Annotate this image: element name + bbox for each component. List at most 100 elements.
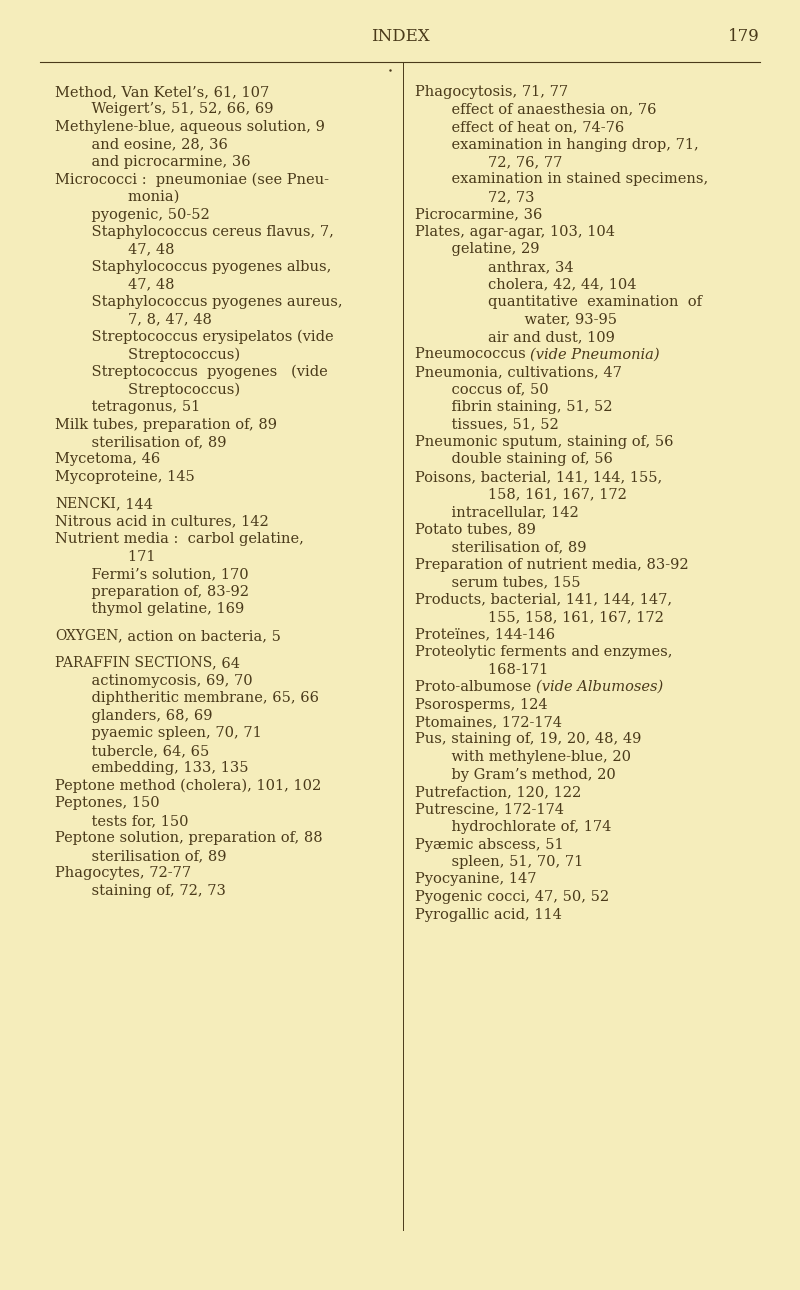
Text: Phagocytes, 72-77: Phagocytes, 72-77 (55, 867, 191, 880)
Text: monia): monia) (91, 190, 179, 204)
Text: anthrax, 34: anthrax, 34 (451, 261, 574, 273)
Text: 72, 73: 72, 73 (451, 190, 534, 204)
Text: Proteïnes, 144-146: Proteïnes, 144-146 (415, 627, 555, 641)
Text: embedding, 133, 135: embedding, 133, 135 (73, 761, 249, 775)
Text: Streptococcus erysipelatos (vide: Streptococcus erysipelatos (vide (73, 330, 334, 344)
Text: tests for, 150: tests for, 150 (73, 814, 189, 828)
Text: spleen, 51, 70, 71: spleen, 51, 70, 71 (433, 855, 583, 869)
Text: Fermi’s solution, 170: Fermi’s solution, 170 (73, 568, 249, 580)
Text: sterilisation of, 89: sterilisation of, 89 (73, 435, 226, 449)
Text: Potato tubes, 89: Potato tubes, 89 (415, 522, 536, 537)
Text: Plates, agar-agar, 103, 104: Plates, agar-agar, 103, 104 (415, 224, 615, 239)
Text: Pneumonia, cultivations, 47: Pneumonia, cultivations, 47 (415, 365, 622, 379)
Text: Pneumococcus: Pneumococcus (415, 347, 530, 361)
Text: Nitrous acid in cultures, 142: Nitrous acid in cultures, 142 (55, 515, 269, 529)
Text: intracellular, 142: intracellular, 142 (433, 504, 578, 519)
Text: Staphylococcus pyogenes aureus,: Staphylococcus pyogenes aureus, (73, 295, 342, 310)
Text: tetragonus, 51: tetragonus, 51 (73, 400, 200, 414)
Text: Preparation of nutrient media, 83-92: Preparation of nutrient media, 83-92 (415, 557, 689, 571)
Text: serum tubes, 155: serum tubes, 155 (433, 575, 581, 590)
Text: OXYGEN: OXYGEN (55, 630, 118, 644)
Text: and picrocarmine, 36: and picrocarmine, 36 (73, 155, 250, 169)
Text: pyogenic, 50-52: pyogenic, 50-52 (73, 208, 210, 222)
Text: preparation of, 83-92: preparation of, 83-92 (73, 584, 249, 599)
Text: coccus of, 50: coccus of, 50 (433, 383, 549, 396)
Text: 72, 76, 77: 72, 76, 77 (451, 155, 562, 169)
Text: Proteolytic ferments and enzymes,: Proteolytic ferments and enzymes, (415, 645, 673, 659)
Text: pyaemic spleen, 70, 71: pyaemic spleen, 70, 71 (73, 726, 262, 740)
Text: Peptone method (cholera), 101, 102: Peptone method (cholera), 101, 102 (55, 779, 322, 793)
Text: Streptococcus): Streptococcus) (91, 347, 240, 362)
Text: gelatine, 29: gelatine, 29 (433, 243, 539, 257)
Text: 158, 161, 167, 172: 158, 161, 167, 172 (451, 488, 627, 502)
Text: by Gram’s method, 20: by Gram’s method, 20 (433, 768, 616, 782)
Text: Streptococcus  pyogenes   (vide: Streptococcus pyogenes (vide (73, 365, 328, 379)
Text: and eosine, 28, 36: and eosine, 28, 36 (73, 138, 228, 151)
Text: sterilisation of, 89: sterilisation of, 89 (433, 541, 586, 553)
Text: glanders, 68, 69: glanders, 68, 69 (73, 710, 213, 722)
Text: Staphylococcus pyogenes albus,: Staphylococcus pyogenes albus, (73, 261, 331, 273)
Text: examination in stained specimens,: examination in stained specimens, (433, 173, 708, 187)
Text: Proto-albumose: Proto-albumose (415, 680, 536, 694)
Text: hydrochlorate of, 174: hydrochlorate of, 174 (433, 820, 611, 835)
Text: Mycetoma, 46: Mycetoma, 46 (55, 453, 160, 467)
Text: Picrocarmine, 36: Picrocarmine, 36 (415, 208, 542, 222)
Text: cholera, 42, 44, 104: cholera, 42, 44, 104 (451, 277, 637, 292)
Text: Pyæmic abscess, 51: Pyæmic abscess, 51 (415, 837, 564, 851)
Text: Putrescine, 172-174: Putrescine, 172-174 (415, 802, 564, 817)
Text: diphtheritic membrane, 65, 66: diphtheritic membrane, 65, 66 (73, 691, 319, 706)
Text: examination in hanging drop, 71,: examination in hanging drop, 71, (433, 138, 698, 151)
Text: Phagocytosis, 71, 77: Phagocytosis, 71, 77 (415, 85, 568, 99)
Text: Pyocyanine, 147: Pyocyanine, 147 (415, 872, 537, 886)
Text: with methylene-blue, 20: with methylene-blue, 20 (433, 749, 631, 764)
Text: water, 93-95: water, 93-95 (469, 312, 617, 326)
Text: PARAFFIN SECTIONS: PARAFFIN SECTIONS (55, 657, 212, 671)
Text: , 64: , 64 (212, 657, 240, 671)
Text: Milk tubes, preparation of, 89: Milk tubes, preparation of, 89 (55, 418, 277, 431)
Text: thymol gelatine, 169: thymol gelatine, 169 (73, 602, 244, 617)
Text: , 144: , 144 (116, 497, 153, 511)
Text: NENCKI: NENCKI (55, 497, 116, 511)
Text: Method, Van Ketel’s, 61, 107: Method, Van Ketel’s, 61, 107 (55, 85, 270, 99)
Text: Pyrogallic acid, 114: Pyrogallic acid, 114 (415, 907, 562, 921)
Text: air and dust, 109: air and dust, 109 (451, 330, 615, 344)
Text: effect of heat on, 74-76: effect of heat on, 74-76 (433, 120, 624, 134)
Text: actinomycosis, 69, 70: actinomycosis, 69, 70 (73, 673, 253, 688)
Text: Streptococcus): Streptococcus) (91, 383, 240, 397)
Text: (vide Albumoses): (vide Albumoses) (536, 680, 663, 694)
Text: Poisons, bacterial, 141, 144, 155,: Poisons, bacterial, 141, 144, 155, (415, 470, 662, 484)
Text: INDEX: INDEX (370, 28, 430, 45)
Text: , action on bacteria, 5: , action on bacteria, 5 (118, 630, 282, 644)
Text: Mycoproteine, 145: Mycoproteine, 145 (55, 470, 194, 484)
Text: Putrefaction, 120, 122: Putrefaction, 120, 122 (415, 786, 582, 799)
Text: Pus, staining of, 19, 20, 48, 49: Pus, staining of, 19, 20, 48, 49 (415, 733, 642, 747)
Text: 168-171: 168-171 (451, 663, 548, 676)
Text: Micrococci :  pneumoniae (see Pneu-: Micrococci : pneumoniae (see Pneu- (55, 173, 329, 187)
Text: double staining of, 56: double staining of, 56 (433, 453, 613, 467)
Text: Weigert’s, 51, 52, 66, 69: Weigert’s, 51, 52, 66, 69 (73, 102, 274, 116)
Text: tissues, 51, 52: tissues, 51, 52 (433, 418, 558, 431)
Text: Staphylococcus cereus flavus, 7,: Staphylococcus cereus flavus, 7, (73, 224, 334, 239)
Text: effect of anaesthesia on, 76: effect of anaesthesia on, 76 (433, 102, 657, 116)
Text: Methylene-blue, aqueous solution, 9: Methylene-blue, aqueous solution, 9 (55, 120, 325, 134)
Text: Ptomaines, 172-174: Ptomaines, 172-174 (415, 715, 562, 729)
Text: (vide Pneumonia): (vide Pneumonia) (530, 347, 660, 361)
Text: sterilisation of, 89: sterilisation of, 89 (73, 849, 226, 863)
Text: Peptones, 150: Peptones, 150 (55, 796, 160, 810)
Text: Psorosperms, 124: Psorosperms, 124 (415, 698, 548, 712)
Text: Products, bacterial, 141, 144, 147,: Products, bacterial, 141, 144, 147, (415, 592, 672, 606)
Text: staining of, 72, 73: staining of, 72, 73 (73, 884, 226, 898)
Text: 171: 171 (91, 550, 155, 564)
Text: Nutrient media :  carbol gelatine,: Nutrient media : carbol gelatine, (55, 531, 304, 546)
Text: Pneumonic sputum, staining of, 56: Pneumonic sputum, staining of, 56 (415, 435, 674, 449)
Text: 179: 179 (728, 28, 760, 45)
Text: Pyogenic cocci, 47, 50, 52: Pyogenic cocci, 47, 50, 52 (415, 890, 609, 904)
Text: Peptone solution, preparation of, 88: Peptone solution, preparation of, 88 (55, 831, 322, 845)
Text: 47, 48: 47, 48 (91, 243, 174, 257)
Text: 7, 8, 47, 48: 7, 8, 47, 48 (91, 312, 212, 326)
Text: fibrin staining, 51, 52: fibrin staining, 51, 52 (433, 400, 613, 414)
Text: tubercle, 64, 65: tubercle, 64, 65 (73, 744, 210, 759)
Text: quantitative  examination  of: quantitative examination of (451, 295, 702, 310)
Text: 47, 48: 47, 48 (91, 277, 174, 292)
Text: 155, 158, 161, 167, 172: 155, 158, 161, 167, 172 (451, 610, 664, 624)
